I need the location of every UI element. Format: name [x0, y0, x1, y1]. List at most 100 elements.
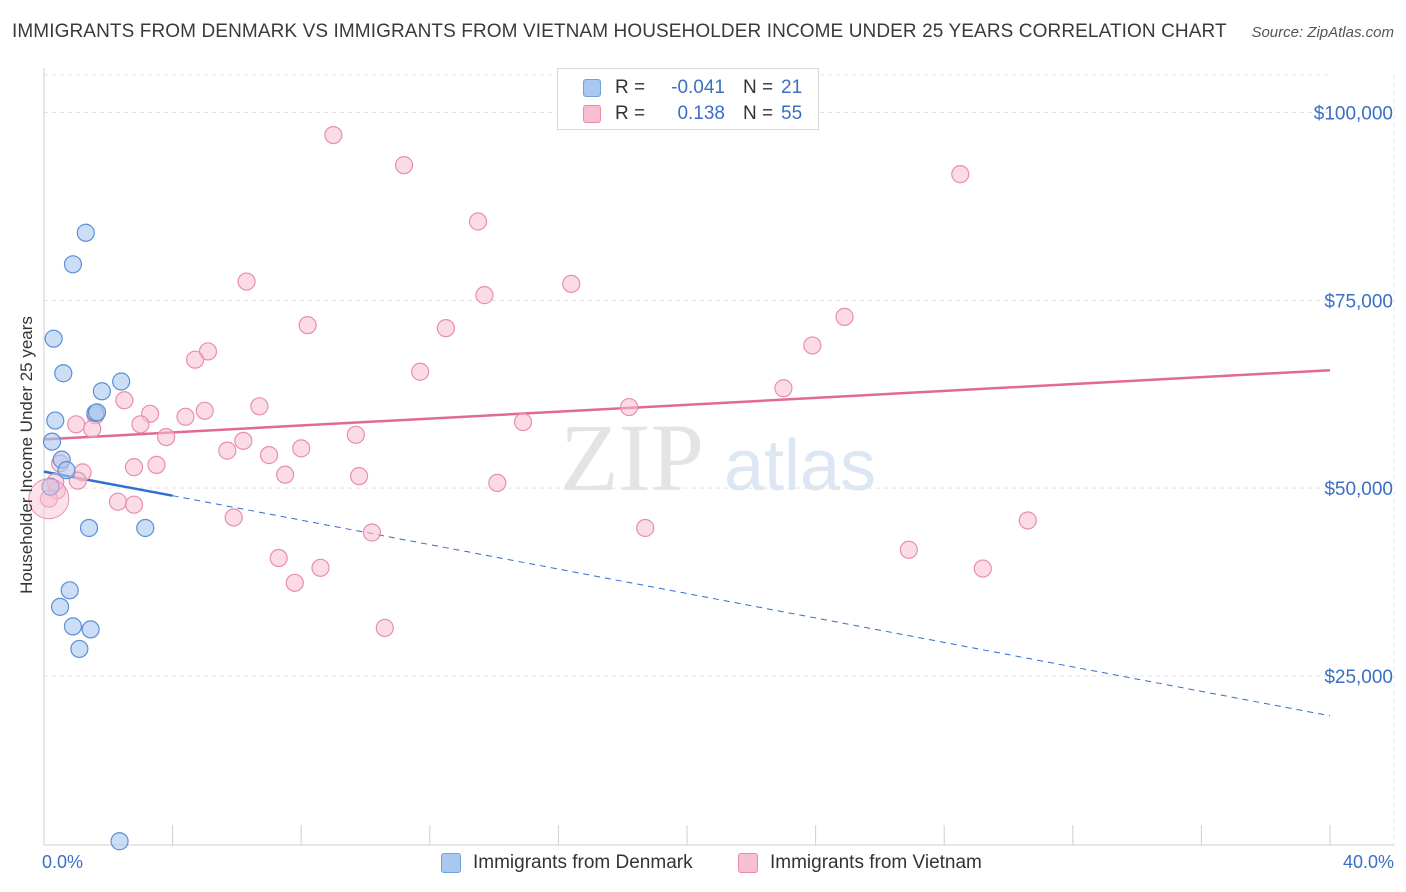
- series-name-vietnam: Immigrants from Vietnam: [770, 852, 982, 873]
- point-vietnam: [67, 415, 86, 434]
- point-vietnam: [513, 412, 533, 432]
- y-tick-label: $50,000: [1324, 479, 1393, 500]
- series-legend-vietnam: Immigrants from Vietnam: [738, 852, 982, 874]
- point-vietnam: [973, 559, 992, 578]
- y-tick-labels: $25,000 $50,000 $75,000 $100,000: [1314, 104, 1393, 688]
- point-vietnam: [218, 441, 237, 460]
- point-denmark: [46, 411, 65, 430]
- point-vietnam: [475, 286, 494, 305]
- point-denmark: [70, 639, 89, 659]
- point-denmark: [136, 518, 155, 538]
- legend-swatch-denmark: [583, 79, 601, 97]
- point-denmark: [76, 223, 95, 242]
- legend-n-value-denmark: 21: [781, 77, 803, 98]
- point-vietnam: [115, 391, 134, 410]
- point-vietnam: [83, 419, 102, 438]
- point-vietnam: [394, 156, 414, 175]
- point-denmark: [60, 581, 79, 600]
- point-vietnam: [411, 362, 430, 381]
- grid-lines: [44, 74, 1395, 845]
- legend-r-value-denmark: -0.041: [671, 77, 725, 98]
- point-vietnam: [224, 508, 243, 527]
- data-points: [28, 125, 1037, 851]
- legend-row-vietnam: R = 0.138 N = 55: [583, 102, 802, 126]
- legend-r-value-vietnam: 0.138: [677, 103, 725, 124]
- point-denmark: [63, 255, 83, 274]
- point-vietnam: [276, 465, 295, 484]
- series-name-denmark: Immigrants from Denmark: [473, 852, 693, 873]
- y-tick-label: $25,000: [1324, 667, 1393, 688]
- point-vietnam: [951, 165, 970, 184]
- point-vietnam: [292, 439, 311, 458]
- point-denmark: [42, 432, 62, 451]
- point-vietnam: [488, 473, 507, 493]
- point-vietnam: [620, 397, 639, 417]
- point-vietnam: [375, 618, 394, 637]
- legend-n-label: N =: [743, 77, 774, 98]
- point-denmark: [87, 403, 107, 422]
- y-tick-label: $75,000: [1324, 291, 1393, 312]
- point-denmark: [92, 382, 111, 401]
- x-tick-label-min: 0.0%: [42, 852, 84, 872]
- point-denmark: [81, 620, 100, 639]
- point-vietnam: [259, 446, 279, 465]
- point-vietnam: [436, 319, 455, 338]
- x-tick-label-max: 40.0%: [1342, 852, 1394, 872]
- point-vietnam: [269, 548, 288, 568]
- point-vietnam: [636, 518, 655, 538]
- point-vietnam: [147, 455, 166, 474]
- point-vietnam: [835, 307, 854, 326]
- source-label: Source: ZipAtlas.com: [1251, 24, 1394, 41]
- watermark: ZIP atlas: [560, 404, 876, 511]
- point-denmark: [79, 518, 99, 538]
- series-swatch-denmark: [441, 853, 461, 873]
- point-vietnam: [234, 431, 253, 450]
- point-vietnam: [124, 458, 144, 477]
- chart-title: IMMIGRANTS FROM DENMARK VS IMMIGRANTS FR…: [12, 21, 1227, 42]
- point-vietnam: [774, 379, 793, 398]
- point-denmark: [54, 364, 73, 383]
- watermark-atlas: atlas: [724, 426, 876, 506]
- point-vietnam: [324, 125, 343, 145]
- series-legend: Immigrants from Denmark Immigrants from …: [0, 852, 1406, 876]
- point-vietnam: [237, 272, 256, 291]
- correlation-legend: R = -0.041 N = 21 R = 0.138 N = 55: [557, 68, 819, 130]
- y-axis-title: Householder Income Under 25 years: [17, 316, 36, 594]
- point-vietnam: [1018, 511, 1037, 530]
- point-vietnam: [124, 495, 144, 514]
- point-cluster-vietnam: [28, 478, 70, 520]
- point-denmark: [44, 329, 63, 348]
- point-denmark: [57, 461, 76, 480]
- legend-r-label: R =: [615, 103, 646, 124]
- point-vietnam: [311, 558, 330, 577]
- point-vietnam: [198, 342, 218, 361]
- legend-row-denmark: R = -0.041 N = 21: [583, 76, 802, 100]
- point-vietnam: [157, 427, 176, 447]
- point-denmark: [112, 372, 131, 391]
- point-vietnam: [362, 523, 382, 542]
- legend-n-value-vietnam: 55: [781, 103, 803, 124]
- point-vietnam: [250, 397, 269, 416]
- y-tick-label: $100,000: [1314, 104, 1393, 125]
- series-legend-denmark: Immigrants from Denmark: [441, 852, 693, 874]
- legend-swatch-vietnam: [583, 105, 601, 123]
- point-denmark: [110, 832, 129, 851]
- point-denmark: [63, 617, 83, 636]
- watermark-zip: ZIP: [560, 404, 704, 511]
- point-vietnam: [899, 540, 918, 559]
- point-vietnam: [285, 573, 304, 592]
- point-vietnam: [131, 415, 150, 434]
- axes: [43, 68, 1394, 846]
- point-vietnam: [349, 467, 369, 486]
- point-vietnam: [346, 425, 365, 444]
- point-vietnam: [108, 492, 128, 511]
- series-swatch-vietnam: [738, 853, 758, 873]
- point-denmark: [41, 477, 60, 496]
- point-vietnam: [298, 316, 317, 335]
- point-vietnam: [803, 336, 822, 355]
- trend-line-vietnam: [43, 368, 1331, 441]
- trend-line-denmark-projected: [172, 495, 1331, 717]
- legend-r-label: R =: [615, 77, 646, 98]
- point-vietnam: [68, 471, 87, 490]
